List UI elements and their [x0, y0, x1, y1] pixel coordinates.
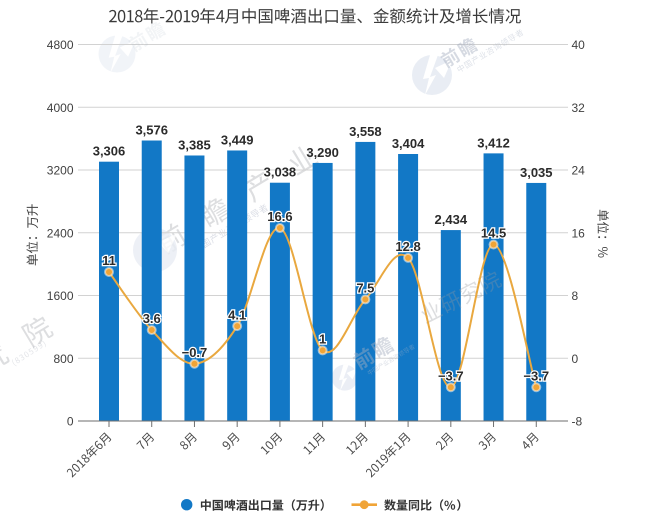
svg-text:-8: -8	[572, 415, 583, 429]
svg-text:7.5: 7.5	[356, 281, 374, 296]
svg-text:3,412: 3,412	[477, 135, 510, 150]
svg-text:3.6: 3.6	[143, 311, 161, 326]
svg-text:2400: 2400	[47, 226, 74, 240]
svg-text:32: 32	[572, 101, 586, 115]
svg-text:−0.7: −0.7	[182, 345, 208, 360]
svg-text:2,434: 2,434	[435, 212, 468, 227]
svg-text:4.1: 4.1	[228, 307, 246, 322]
svg-text:3,035: 3,035	[520, 165, 553, 180]
svg-text:24: 24	[572, 164, 586, 178]
svg-text:11: 11	[102, 253, 116, 268]
svg-text:4000: 4000	[47, 101, 74, 115]
svg-text:−3.7: −3.7	[523, 368, 549, 383]
svg-text:1600: 1600	[47, 289, 74, 303]
svg-text:800: 800	[53, 352, 73, 366]
svg-text:0: 0	[67, 415, 74, 429]
svg-text:3,385: 3,385	[178, 137, 211, 152]
svg-text:1: 1	[319, 332, 326, 347]
svg-text:3,038: 3,038	[264, 165, 297, 180]
svg-text:3,449: 3,449	[221, 132, 254, 147]
svg-text:12.8: 12.8	[395, 239, 420, 254]
svg-text:0: 0	[572, 352, 579, 366]
svg-text:3,306: 3,306	[93, 144, 126, 159]
svg-text:40: 40	[572, 38, 586, 52]
svg-text:8: 8	[572, 289, 579, 303]
svg-text:3200: 3200	[47, 164, 74, 178]
svg-text:−3.7: −3.7	[438, 368, 464, 383]
svg-text:16.6: 16.6	[267, 209, 292, 224]
svg-text:3,558: 3,558	[349, 124, 382, 139]
svg-text:3,404: 3,404	[392, 136, 425, 151]
svg-text:14.5: 14.5	[481, 226, 506, 241]
svg-text:3,576: 3,576	[135, 123, 168, 138]
svg-text:16: 16	[572, 226, 586, 240]
svg-text:4800: 4800	[47, 38, 74, 52]
svg-text:3,290: 3,290	[306, 145, 339, 160]
